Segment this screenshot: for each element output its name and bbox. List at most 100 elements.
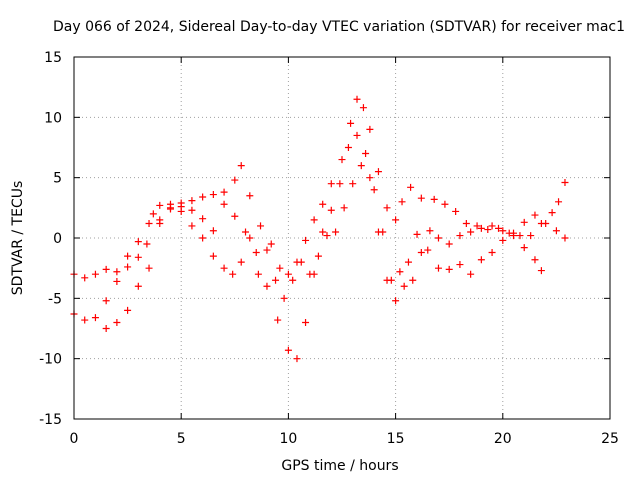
data-point: [143, 240, 151, 248]
data-point: [488, 222, 496, 230]
data-point: [257, 222, 265, 230]
data-point: [409, 276, 417, 284]
data-point: [145, 264, 153, 272]
x-tick-label: 25: [601, 431, 619, 447]
data-point: [357, 162, 365, 170]
data-point: [254, 270, 262, 278]
data-point: [366, 174, 374, 182]
data-point: [392, 297, 400, 305]
data-point: [209, 227, 217, 235]
data-point: [319, 228, 327, 236]
data-point: [520, 218, 528, 226]
data-point: [319, 200, 327, 208]
data-point: [306, 270, 314, 278]
data-point: [314, 252, 322, 260]
data-point: [404, 258, 412, 266]
data-point: [113, 268, 121, 276]
data-point: [456, 232, 464, 240]
data-point: [229, 270, 237, 278]
data-point: [149, 210, 157, 218]
data-point: [81, 274, 89, 282]
data-point: [242, 228, 250, 236]
data-point: [246, 192, 254, 200]
data-point: [434, 234, 442, 242]
data-point: [134, 282, 142, 290]
data-point: [323, 232, 331, 240]
data-point: [134, 253, 142, 261]
data-point: [456, 261, 464, 269]
data-point: [561, 234, 569, 242]
data-point: [91, 270, 99, 278]
data-point: [392, 216, 400, 224]
data-point: [302, 318, 310, 326]
data-point: [124, 263, 132, 271]
x-tick-label: 15: [387, 431, 405, 447]
data-point: [199, 234, 207, 242]
data-point: [452, 207, 460, 215]
data-point: [426, 227, 434, 235]
data-point: [289, 276, 297, 284]
data-point: [537, 267, 545, 275]
data-point: [332, 228, 340, 236]
data-point: [366, 125, 374, 133]
y-tick-label: 0: [53, 231, 62, 247]
data-point: [297, 258, 305, 266]
data-point: [231, 176, 239, 184]
data-point: [272, 276, 280, 284]
y-tick-label: -5: [48, 291, 62, 307]
data-point: [400, 282, 408, 290]
data-point: [274, 316, 282, 324]
data-point: [353, 131, 361, 139]
series-track-3: [102, 162, 545, 332]
y-tick-label: 10: [44, 110, 62, 126]
y-axis-label: SDTVAR / TECUs: [10, 181, 26, 296]
data-point: [276, 264, 284, 272]
series-track-1: [70, 95, 569, 282]
data-point: [347, 119, 355, 127]
data-point: [220, 200, 228, 208]
data-point: [91, 314, 99, 322]
x-tick-label: 5: [177, 431, 186, 447]
data-point: [267, 240, 275, 248]
data-point: [209, 191, 217, 199]
data-point: [134, 238, 142, 246]
data-point: [340, 204, 348, 212]
data-point: [102, 325, 110, 332]
data-point: [231, 212, 239, 220]
data-point: [327, 206, 335, 214]
data-point: [280, 294, 288, 302]
data-point: [156, 201, 164, 209]
data-point: [252, 248, 260, 256]
data-point: [284, 270, 292, 278]
data-point: [220, 188, 228, 196]
data-point: [542, 220, 550, 228]
data-point: [209, 252, 217, 260]
data-point: [510, 229, 518, 237]
data-point: [424, 246, 432, 254]
data-point: [102, 265, 110, 273]
data-point: [188, 206, 196, 214]
data-point: [302, 236, 310, 244]
data-point: [362, 150, 370, 158]
data-point: [177, 199, 185, 207]
data-point: [263, 246, 271, 254]
data-point: [396, 268, 404, 276]
data-point: [398, 198, 406, 206]
data-point: [430, 195, 438, 203]
data-point: [124, 306, 132, 314]
data-point: [467, 270, 475, 278]
data-point: [445, 240, 453, 248]
x-tick-label: 0: [70, 431, 79, 447]
x-tick-label: 20: [494, 431, 512, 447]
data-point: [527, 232, 535, 240]
data-point: [445, 265, 453, 273]
data-point: [516, 232, 524, 240]
chart-title: Day 066 of 2024, Sidereal Day-to-day VTE…: [53, 19, 625, 35]
x-tick-label: 10: [279, 431, 297, 447]
data-point: [124, 252, 132, 260]
data-point: [477, 256, 485, 264]
data-point: [520, 244, 528, 252]
y-tick-label: -15: [39, 412, 62, 428]
data-point: [188, 222, 196, 230]
